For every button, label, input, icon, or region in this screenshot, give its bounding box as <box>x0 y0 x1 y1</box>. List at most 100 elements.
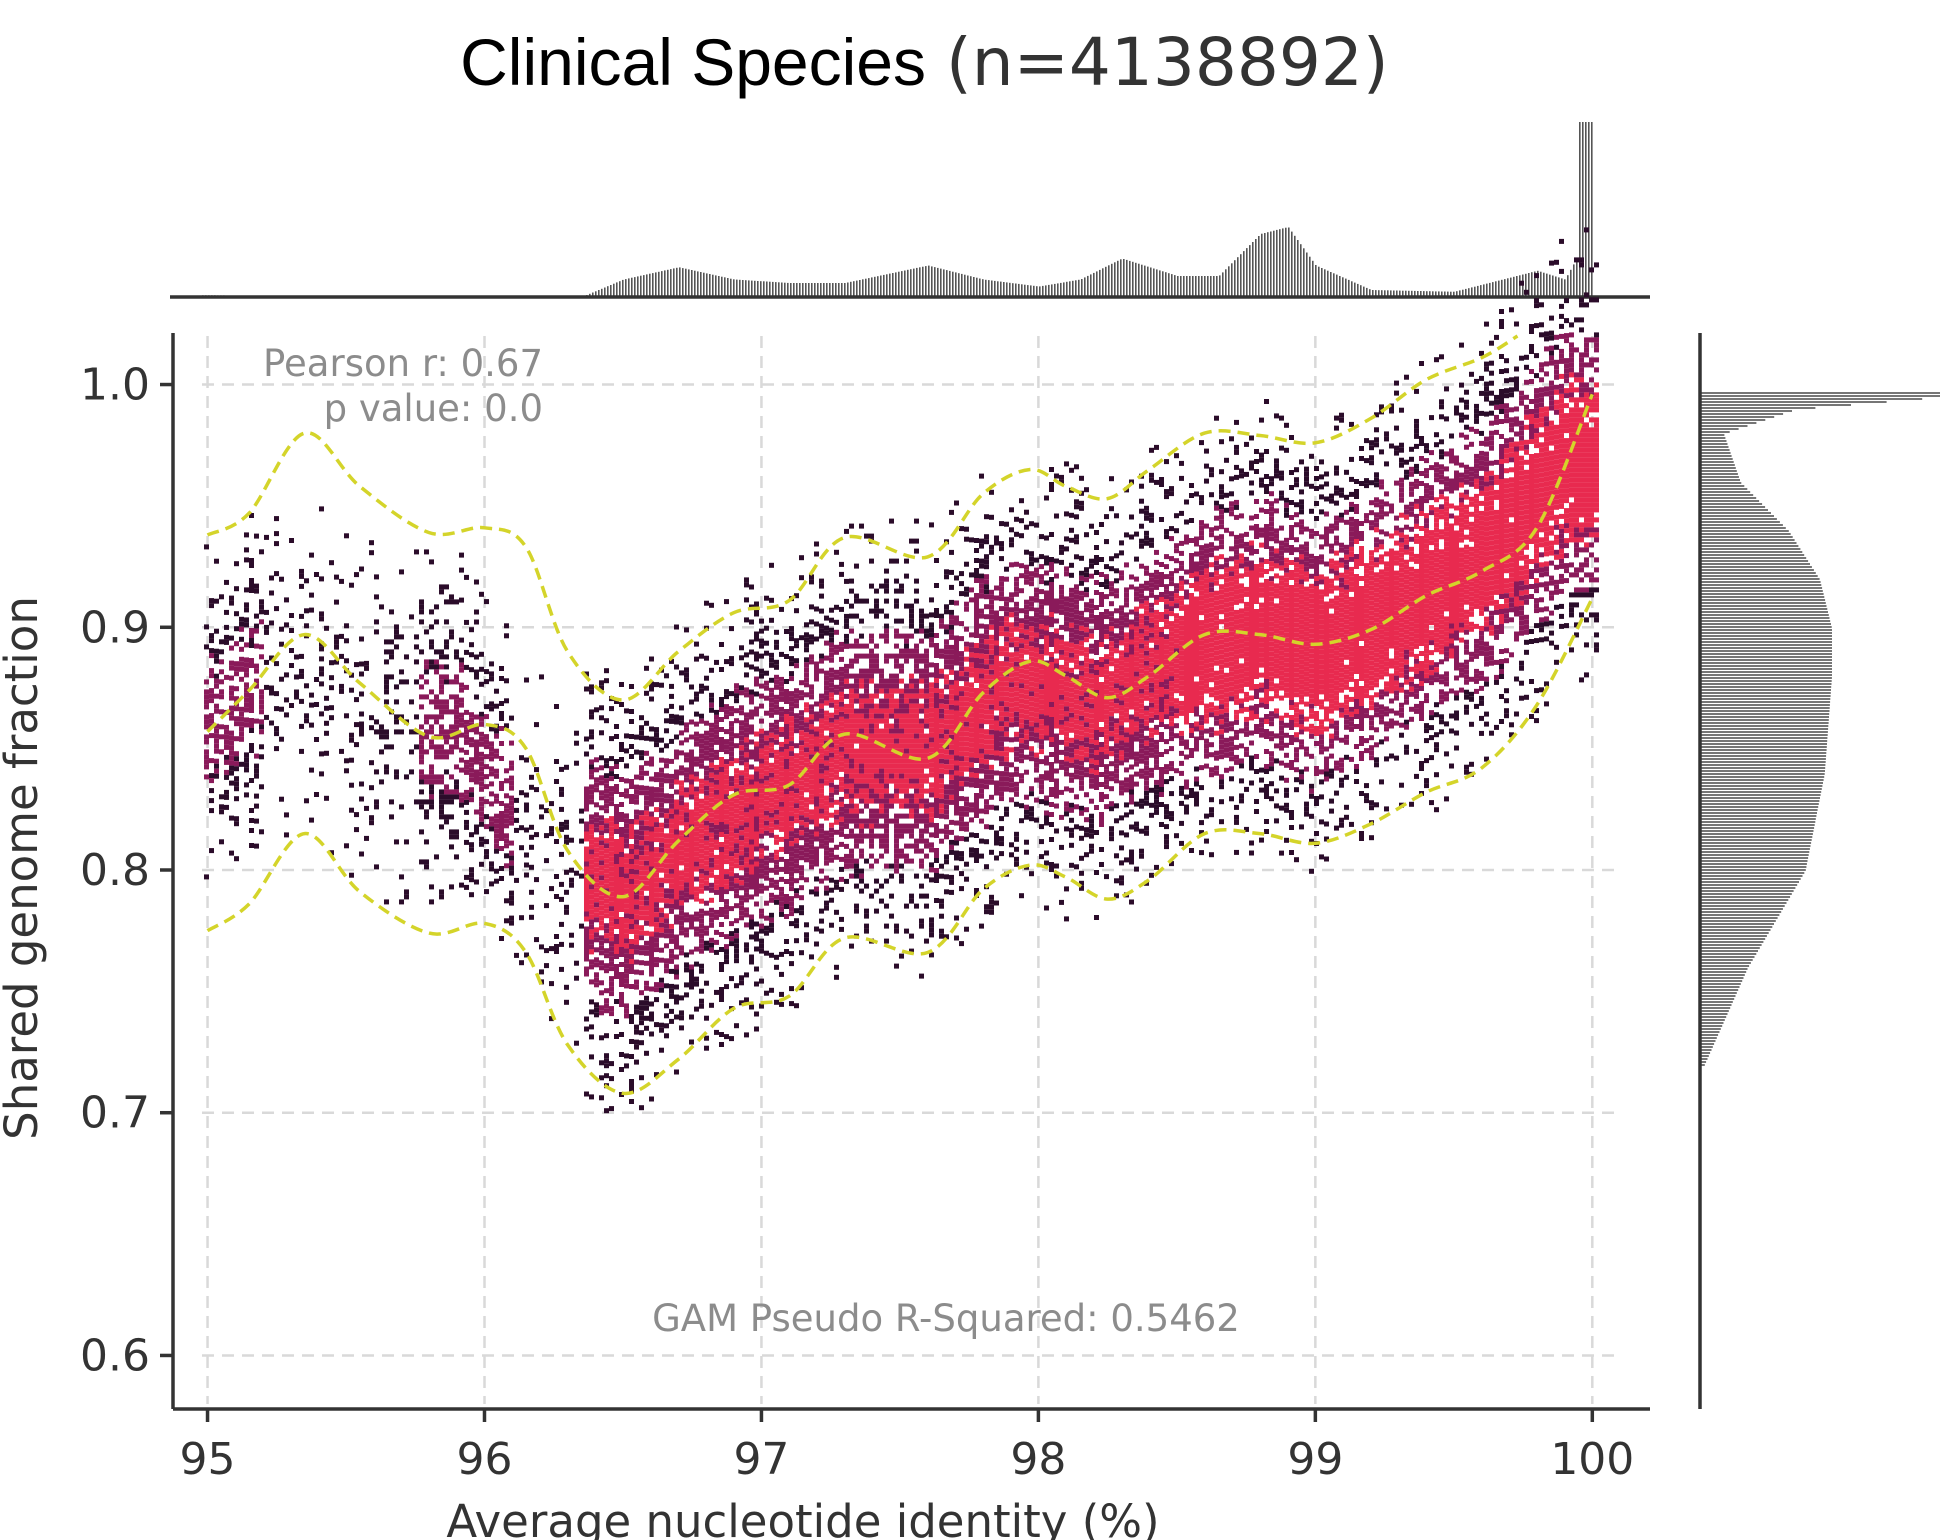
density-cell <box>809 784 814 790</box>
density-cell <box>434 779 439 785</box>
density-cell <box>309 592 314 598</box>
density-cell <box>544 833 549 839</box>
top-histogram-bar <box>742 280 744 297</box>
top-histogram-bar <box>1315 265 1317 297</box>
density-cell <box>914 773 919 779</box>
density-cell <box>249 563 254 568</box>
density-cell <box>864 858 869 864</box>
density-cell <box>614 894 619 899</box>
density-cell <box>719 822 724 827</box>
density-cell <box>769 782 774 788</box>
density-cell <box>774 884 779 890</box>
density-cell <box>939 873 944 879</box>
density-cell <box>589 839 594 845</box>
top-histogram-bar <box>718 276 720 297</box>
density-cell <box>429 559 434 565</box>
density-cell <box>239 621 244 627</box>
density-cell <box>789 861 794 867</box>
density-cell <box>744 812 749 818</box>
density-cell <box>674 804 679 810</box>
density-cell <box>814 846 819 852</box>
density-cell <box>814 926 819 932</box>
density-cell <box>749 699 754 705</box>
density-cell <box>924 688 929 694</box>
top-histogram-bar <box>1318 266 1320 297</box>
right-histogram-bar <box>1700 839 1812 841</box>
density-cell <box>874 768 879 774</box>
density-cell <box>464 789 469 795</box>
density-cell <box>854 843 859 849</box>
density-cell <box>824 830 829 836</box>
density-cell <box>209 733 214 739</box>
density-cell <box>494 793 499 799</box>
density-cell <box>824 700 829 706</box>
density-cell <box>684 822 689 828</box>
right-histogram-bar <box>1700 416 1775 418</box>
density-cell <box>789 876 794 882</box>
density-cell <box>944 724 949 730</box>
density-cell <box>839 706 844 712</box>
density-cell <box>829 772 834 778</box>
density-cell <box>654 947 659 953</box>
density-cell <box>449 814 454 820</box>
density-cell <box>844 833 849 839</box>
density-cell <box>739 735 744 741</box>
density-cell <box>629 984 634 989</box>
top-histogram-bar <box>772 281 774 297</box>
density-cell <box>304 623 309 629</box>
density-cell <box>449 749 454 755</box>
density-cell <box>644 785 649 791</box>
top-histogram-bar <box>1042 285 1044 297</box>
density-cell <box>524 757 529 763</box>
density-cell <box>454 854 459 860</box>
density-cell <box>884 848 889 854</box>
density-cell <box>664 1033 669 1039</box>
density-cell <box>934 793 939 798</box>
density-cell <box>749 869 754 875</box>
density-cell <box>859 653 864 659</box>
density-cell <box>529 864 534 870</box>
density-cell <box>714 784 719 790</box>
density-cell <box>804 877 809 883</box>
density-cell <box>919 793 924 799</box>
density-cell <box>209 668 214 674</box>
density-cell <box>254 843 259 849</box>
density-cell <box>349 672 354 678</box>
top-histogram-bar <box>1015 283 1017 297</box>
density-cell <box>609 826 614 832</box>
density-cell <box>639 770 644 776</box>
density-cell <box>924 673 929 679</box>
density-cell <box>429 644 434 650</box>
density-cell <box>254 818 259 824</box>
top-histogram-bar <box>1342 277 1344 297</box>
density-cell <box>604 843 609 849</box>
right-histogram-bar <box>1700 635 1832 637</box>
density-cell <box>449 694 454 700</box>
density-cell <box>464 724 469 730</box>
density-cell <box>599 1095 604 1101</box>
density-cell <box>899 863 904 869</box>
density-cell <box>589 894 594 900</box>
density-cell <box>679 740 684 746</box>
density-cell <box>824 675 829 681</box>
density-cell <box>299 698 304 704</box>
density-cell <box>264 714 269 720</box>
density-cell <box>824 690 829 696</box>
density-cell <box>929 867 934 873</box>
density-cell <box>859 668 864 674</box>
density-cell <box>609 931 614 937</box>
density-cell <box>619 1002 624 1007</box>
top-histogram-bar <box>1582 122 1584 297</box>
density-cell <box>914 758 919 764</box>
density-cell <box>664 818 669 824</box>
density-cell <box>729 801 734 807</box>
density-cell <box>624 833 629 839</box>
density-cell <box>384 639 389 645</box>
density-cell <box>829 657 834 663</box>
density-cell <box>489 676 494 682</box>
density-cell <box>464 649 469 655</box>
density-cell <box>939 618 944 624</box>
density-cell <box>769 952 774 958</box>
density-cell <box>704 860 709 866</box>
density-cell <box>469 757 474 763</box>
